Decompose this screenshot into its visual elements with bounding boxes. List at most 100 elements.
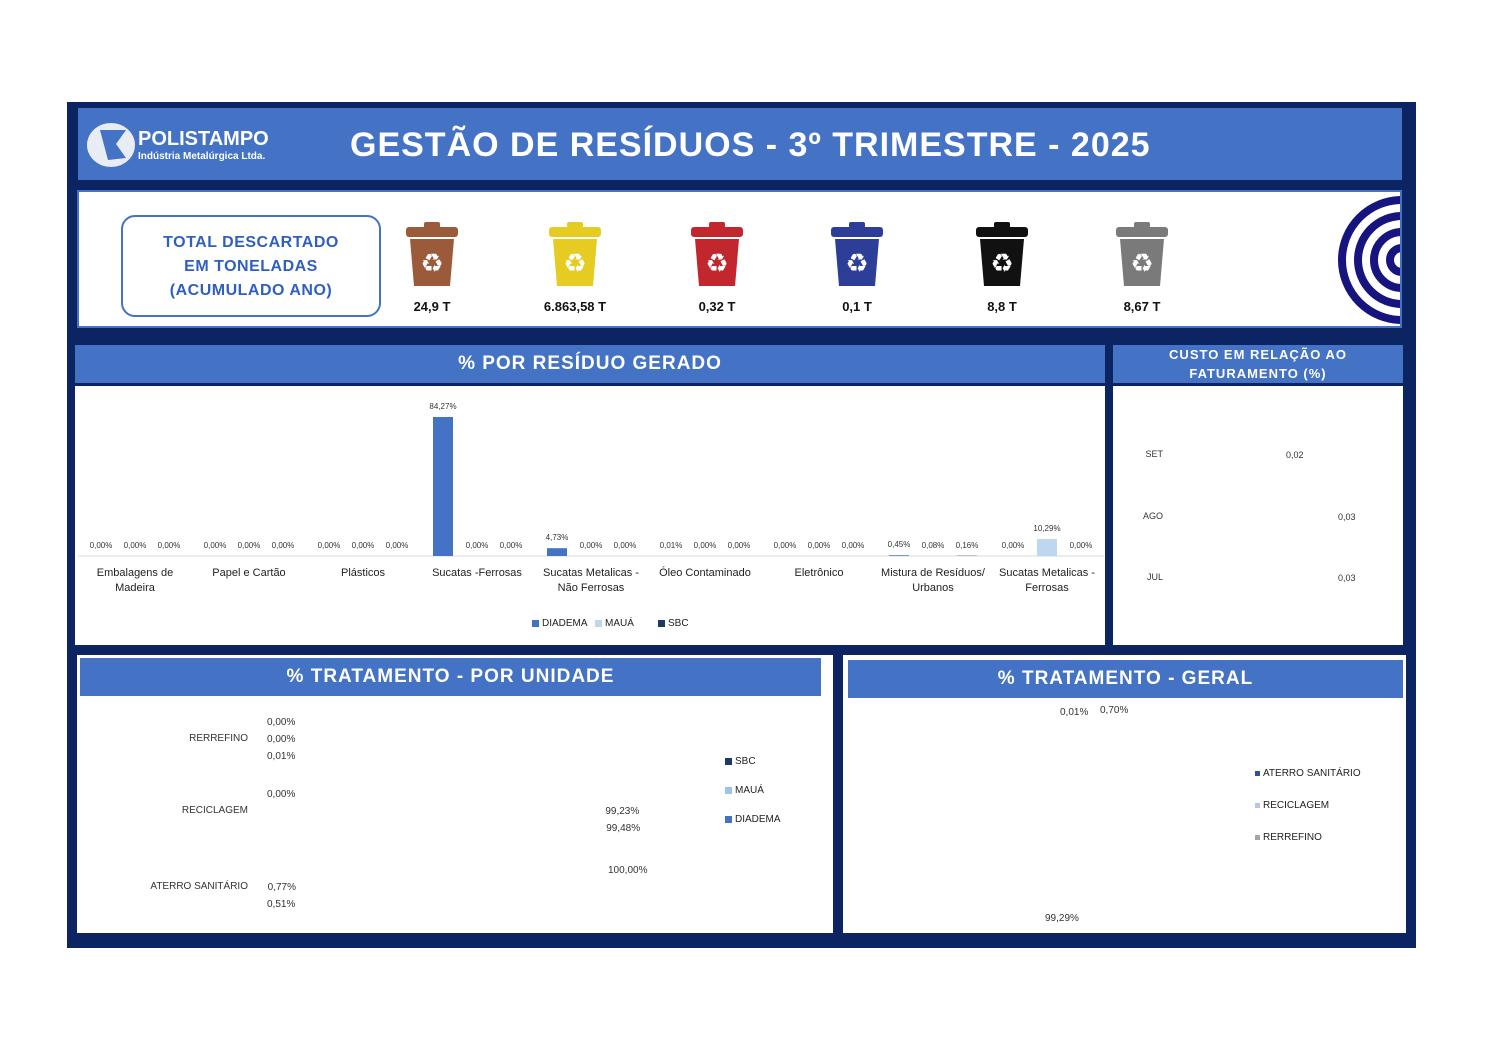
header-bar: POLISTAMPO Indústria Metalúrgica Ltda. G… — [78, 108, 1402, 180]
totals-panel: TOTAL DESCARTADO EM TONELADAS (ACUMULADO A… — [77, 190, 1402, 328]
legend-item-2: DIADEMA — [725, 814, 781, 825]
logo-subtitle: Indústria Metalúrgica Ltda. — [138, 151, 266, 162]
treatment-unit-panel — [77, 655, 833, 933]
legend-swatch — [725, 816, 732, 823]
legend-label: SBC — [735, 756, 756, 767]
company-logo: POLISTAMPO Indústria Metalúrgica Ltda. — [86, 122, 269, 168]
data-label: 0,00% — [385, 541, 409, 550]
legend-label: RECICLAGEM — [1263, 800, 1330, 811]
legend-item-1: MAUÁ — [725, 785, 764, 796]
bar-diadema — [547, 548, 567, 556]
category-label: JUL — [1146, 572, 1163, 582]
data-label: 0,08% — [921, 540, 945, 550]
data-label: 0,03 — [1338, 511, 1356, 522]
recycle-bin-red-icon: ♻ — [691, 222, 743, 286]
residue-chart-panel — [75, 386, 1105, 645]
legend-item-2: SBC — [658, 618, 689, 629]
legend-item-0: SBC — [725, 756, 756, 767]
category-label: SET — [1145, 449, 1163, 459]
legend-label: RERREFINO — [1263, 832, 1322, 843]
legend-swatch — [1255, 803, 1260, 808]
data-label: 0,00% — [317, 541, 341, 550]
legend-swatch — [658, 620, 665, 627]
category-label: ATERRO SANITÁRIO — [150, 881, 248, 892]
legend-label: MAUÁ — [605, 618, 634, 629]
bin-1: ♻ 6.863,58 T — [520, 220, 630, 314]
legend-item-1: RECICLAGEM — [1255, 800, 1329, 811]
data-label: 99,48% — [606, 823, 641, 834]
data-label: 0,00% — [351, 541, 375, 550]
data-label: 0,01% — [267, 751, 296, 762]
legend-item-0: DIADEMA — [532, 618, 588, 629]
svg-text:♻: ♻ — [1130, 248, 1153, 278]
pie-label-reciclagem: 99,29% — [1045, 913, 1079, 924]
category-label: Sucatas Metalicas - Não Ferrosas — [543, 567, 639, 594]
bin-0: ♻ 24,9 T — [377, 220, 487, 314]
cost-chart-title: CUSTO EM RELAÇÃO AO FATURAMENTO (%) — [1113, 345, 1403, 383]
category-label: RERREFINO — [189, 733, 248, 744]
bin-value: 8,8 T — [987, 299, 1017, 314]
bin-value: 0,1 T — [842, 299, 872, 314]
category-label: Plásticos — [340, 567, 386, 579]
pie-label-aterro: 0,70% — [1100, 705, 1129, 716]
recycle-bin-blue-icon: ♻ — [831, 222, 883, 286]
data-label: 0,00% — [1001, 541, 1025, 550]
bar-mauá — [1037, 539, 1057, 556]
bin-3: ♻ 0,1 T — [802, 220, 912, 314]
data-label: 0,00% — [157, 541, 181, 550]
bar-diadema — [433, 417, 453, 556]
category-label: Sucatas Metalicas - Ferrosas — [999, 567, 1095, 594]
data-label: 84,27% — [429, 402, 457, 411]
legend-item-2: RERREFINO — [1255, 832, 1322, 843]
data-label: 0,00% — [89, 541, 113, 550]
data-label: 0,00% — [579, 541, 603, 550]
legend-swatch — [1255, 771, 1260, 776]
data-label: 0,00% — [203, 541, 227, 550]
total-discarded-label: TOTAL DESCARTADO EM TONELADAS (ACUMULADO A… — [121, 215, 381, 317]
category-label: Eletrônico — [794, 567, 844, 579]
legend-label: ATERRO SANITÁRIO — [1263, 768, 1361, 779]
legend-label: DIADEMA — [735, 814, 781, 825]
treatment-general-panel — [843, 655, 1406, 933]
svg-text:♻: ♻ — [420, 248, 443, 278]
recycle-bin-yellow-icon: ♻ — [549, 222, 601, 286]
category-label: Papel e Cartão — [212, 567, 286, 579]
legend-swatch — [1255, 835, 1260, 840]
data-label: 0,00% — [727, 541, 751, 550]
recycle-bin-gray-icon: ♻ — [1116, 222, 1168, 286]
data-label: 0,00% — [267, 734, 296, 745]
legend-label: SBC — [668, 618, 689, 629]
category-label: Óleo Contaminado — [659, 567, 751, 579]
data-label: 0,02 — [1286, 450, 1304, 460]
data-label: 0,00% — [123, 541, 147, 550]
legend-swatch — [532, 620, 539, 627]
category-label: Embalagens de Madeira — [96, 567, 174, 594]
data-label: 0,00% — [267, 789, 296, 800]
legend-item-0: ATERRO SANITÁRIO — [1255, 768, 1361, 779]
bin-2: ♻ 0,32 T — [662, 220, 772, 314]
category-label: RECICLAGEM — [181, 805, 248, 816]
bar-diadema — [889, 555, 909, 556]
data-label: 0,00% — [499, 541, 523, 550]
data-label: 0,00% — [807, 541, 831, 550]
bin-value: 0,32 T — [698, 299, 736, 314]
data-label: 0,16% — [955, 540, 979, 550]
data-label: 0,00% — [693, 541, 717, 550]
category-label: AGO — [1142, 510, 1163, 521]
data-label: 0,00% — [841, 541, 865, 550]
residue-chart-title: % POR RESÍDUO GERADO — [75, 345, 1105, 383]
legend-item-1: MAUÁ — [595, 618, 634, 629]
legend-swatch — [725, 787, 732, 794]
recycle-bin-black-icon: ♻ — [976, 222, 1028, 286]
category-label: Sucatas -Ferrosas — [432, 567, 522, 579]
data-label: 100,00% — [608, 865, 648, 876]
legend-label: MAUÁ — [735, 785, 764, 796]
treatment-unit-title: % TRATAMENTO - POR UNIDADE — [80, 658, 821, 696]
treatment-general-title: % TRATAMENTO - GERAL — [848, 660, 1403, 698]
data-label: 0,00% — [773, 541, 797, 550]
data-label: 0,00% — [465, 541, 489, 550]
bin-5: ♻ 8,67 T — [1087, 220, 1197, 314]
data-label: 0,00% — [1069, 541, 1093, 550]
data-label: 0,51% — [267, 899, 296, 910]
data-label: 99,23% — [605, 806, 640, 817]
